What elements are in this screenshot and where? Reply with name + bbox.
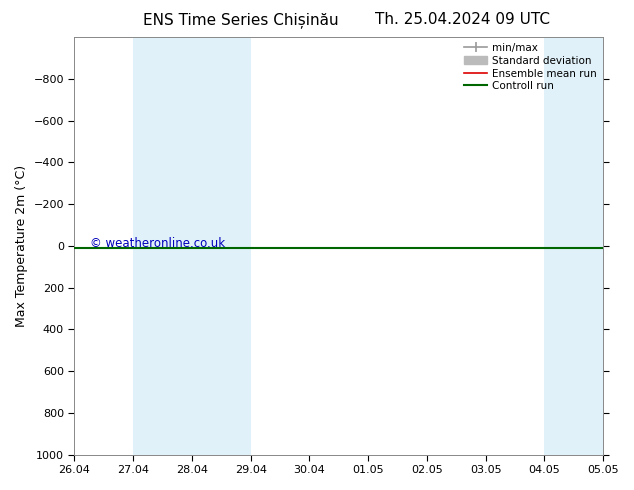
Bar — [133, 37, 250, 455]
Bar — [545, 37, 634, 455]
Y-axis label: Max Temperature 2m (°C): Max Temperature 2m (°C) — [15, 165, 28, 327]
Text: © weatheronline.co.uk: © weatheronline.co.uk — [90, 237, 226, 250]
Legend: min/max, Standard deviation, Ensemble mean run, Controll run: min/max, Standard deviation, Ensemble me… — [460, 39, 601, 95]
Text: Th. 25.04.2024 09 UTC: Th. 25.04.2024 09 UTC — [375, 12, 550, 27]
Text: ENS Time Series Chișinău: ENS Time Series Chișinău — [143, 12, 339, 28]
